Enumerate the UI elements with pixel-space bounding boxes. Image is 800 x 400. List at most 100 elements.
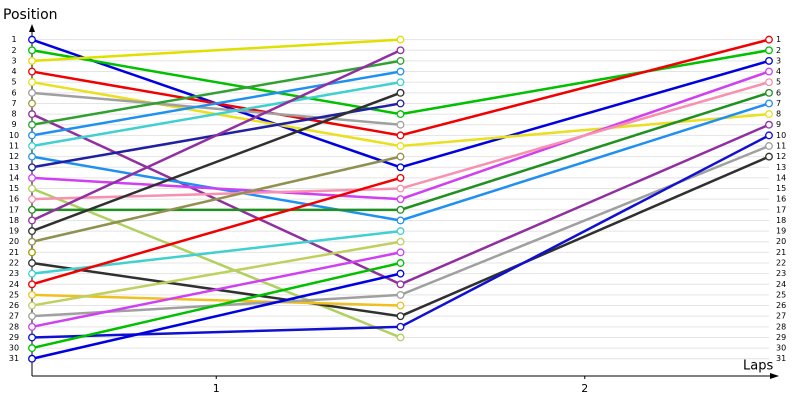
series-line [31,91,401,126]
point-marker [396,131,405,140]
y-tick-label-right: 2 [776,46,781,55]
y-tick-label: 9 [11,120,16,129]
y-tick-label-right: 13 [776,163,786,172]
series-line [31,261,401,350]
y-tick-label-right: 3 [776,56,781,65]
y-tick-label: 2 [11,46,16,55]
y-tick-label: 7 [11,99,16,108]
point-marker [28,227,36,236]
point-marker [28,205,36,214]
y-tick-label-right: 12 [776,152,786,161]
point-marker [765,67,773,76]
point-marker [396,322,405,331]
point-marker [396,173,405,182]
y-tick-label: 28 [9,322,19,331]
y-tick-label-right: 15 [776,184,786,193]
point-marker [28,290,36,299]
y-tick-label-right: 31 [776,354,786,363]
series-line [31,70,401,137]
point-marker [765,46,773,55]
point-marker [28,142,36,150]
series-line [31,59,401,126]
chart-title: Position [3,7,58,23]
point-marker [28,173,36,182]
y-tick-label-right: 26 [776,301,786,310]
y-tick-label: 16 [9,195,19,204]
point-marker [396,301,405,310]
y-tick-label-right: 20 [776,237,786,246]
point-marker [28,248,36,257]
point-marker [765,99,773,108]
y-tick-label-right: 30 [776,344,786,353]
point-marker [396,78,405,87]
point-marker [28,184,36,193]
y-tick-label-right: 11 [776,142,786,151]
y-tick-label: 24 [9,280,19,289]
x-axis-arrow [770,373,779,379]
y-tick-label: 23 [9,269,19,278]
x-tick-label: 2 [581,382,588,395]
point-marker [765,131,773,140]
y-tick-label: 18 [9,216,19,225]
point-marker [28,99,36,108]
y-tick-label-right: 18 [776,216,786,225]
point-marker [28,195,36,204]
series-line [31,155,401,243]
point-marker [28,312,36,321]
series-line [31,80,401,148]
point-marker [765,78,773,87]
y-tick-label: 14 [9,173,19,182]
y-tick-label: 10 [9,131,19,140]
point-marker [396,99,405,108]
point-marker [396,248,405,257]
point-marker [396,120,405,129]
y-tick-label-right: 27 [776,312,786,321]
y-tick-label-right: 16 [776,195,786,204]
y-tick-label: 1 [11,35,16,44]
point-marker [396,142,405,150]
point-marker [28,269,36,278]
y-tick-label: 31 [9,354,19,363]
point-marker [28,35,36,44]
point-marker [396,163,405,172]
point-marker [28,354,36,363]
point-marker [765,110,773,119]
point-marker [28,280,36,289]
point-marker [28,301,36,310]
point-marker [28,333,36,342]
point-marker [396,184,405,193]
point-marker [28,322,36,331]
y-axis-arrow [29,24,35,32]
series-line [31,272,401,360]
y-tick-label-right: 5 [776,78,781,87]
y-tick-label-right: 14 [776,173,786,182]
series-line [31,49,402,222]
point-marker [396,152,405,161]
y-tick-label-right: 21 [776,248,786,257]
x-tick-label: 1 [213,382,220,395]
series-line [31,251,401,329]
point-marker [765,120,773,129]
point-marker [396,269,405,278]
series-line [31,38,401,63]
y-tick-label: 26 [9,301,19,310]
point-marker [396,312,405,321]
point-marker [28,110,36,119]
series-line [31,176,401,286]
point-marker [765,88,773,97]
series-line [31,187,401,339]
y-tick-label-right: 17 [776,205,786,214]
point-marker [28,163,36,172]
y-tick-label: 17 [9,205,19,214]
point-marker [28,237,36,246]
y-tick-label: 12 [9,152,19,161]
point-marker [396,56,405,65]
y-tick-label-right: 8 [776,110,781,119]
y-tick-label: 15 [9,184,19,193]
y-tick-label-right: 10 [776,131,786,140]
markers [28,35,773,363]
y-tick-label-right: 4 [776,67,781,76]
point-marker [765,152,773,161]
point-marker [28,152,36,161]
